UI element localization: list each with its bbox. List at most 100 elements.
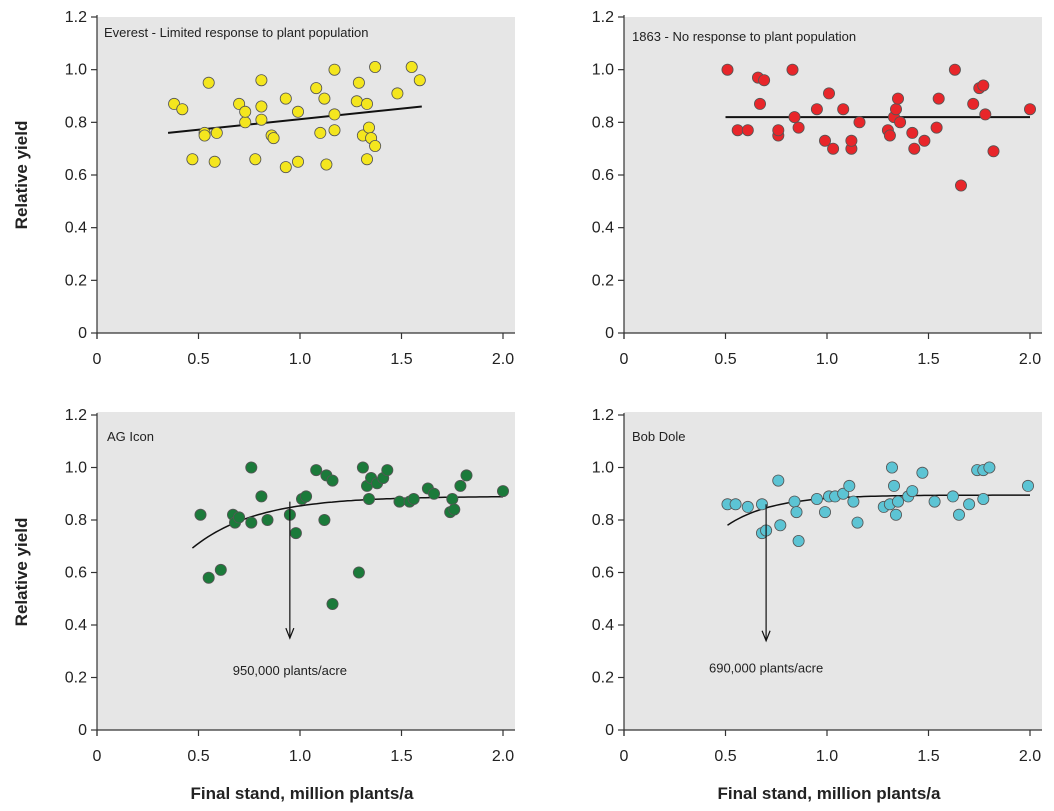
- data-point: [892, 92, 905, 105]
- data-point: [774, 519, 787, 532]
- data-point: [853, 116, 866, 129]
- y-tick-label: 1.0: [592, 460, 614, 477]
- data-point: [245, 461, 258, 474]
- data-point: [847, 495, 860, 508]
- data-point: [890, 103, 903, 116]
- y-tick-label: 0.4: [592, 617, 614, 634]
- data-point: [792, 121, 805, 134]
- data-point: [208, 155, 221, 168]
- y-tick-label: 0.6: [592, 565, 614, 582]
- y-tick-label: 1.0: [65, 62, 87, 79]
- data-point: [454, 479, 467, 492]
- data-point: [255, 113, 268, 126]
- data-point: [326, 474, 339, 487]
- data-point: [310, 464, 323, 477]
- data-point: [255, 74, 268, 87]
- y-tick-label: 0.8: [65, 114, 87, 131]
- x-tick-label: 0: [93, 351, 102, 368]
- data-point: [890, 508, 903, 521]
- data-point: [827, 142, 840, 155]
- panel-1863: 1863 - No response to plant population 0…: [592, 9, 1042, 368]
- data-point: [369, 61, 382, 74]
- y-tick-label: 1.2: [65, 407, 87, 424]
- data-point: [326, 598, 339, 611]
- panel-title: Bob Dole: [632, 429, 685, 444]
- data-point: [1024, 103, 1037, 116]
- data-point: [427, 487, 440, 500]
- data-point: [810, 103, 823, 116]
- data-point: [948, 63, 961, 76]
- data-point: [210, 126, 223, 139]
- axes: 0 0.2 0.4 0.6 0.8 1.0 1.2 0 0.5 1.0 1.5 2.0: [65, 407, 515, 765]
- data-point: [279, 161, 292, 174]
- data-point: [946, 490, 959, 503]
- data-point: [837, 487, 850, 500]
- annotation-label: 690,000 plants/acre: [709, 660, 823, 675]
- y-tick-label: 0.4: [65, 220, 87, 237]
- data-point: [261, 514, 274, 527]
- data-point: [202, 571, 215, 584]
- data-point: [233, 97, 246, 110]
- data-point: [792, 535, 805, 548]
- data-point: [851, 516, 864, 529]
- data-point: [314, 126, 327, 139]
- data-point: [239, 105, 252, 118]
- data-point: [249, 153, 262, 166]
- data-point: [328, 63, 341, 76]
- data-point: [729, 498, 742, 511]
- x-tick-label: 0.5: [714, 748, 736, 765]
- data-point: [786, 63, 799, 76]
- data-point: [460, 469, 473, 482]
- data-point: [741, 124, 754, 137]
- data-point: [788, 111, 801, 124]
- x-tick-label: 1.5: [917, 351, 939, 368]
- data-point: [983, 461, 996, 474]
- x-tick-label: 0.5: [187, 351, 209, 368]
- data-point: [967, 97, 980, 110]
- data-point: [721, 63, 734, 76]
- plot-area-background: [97, 412, 515, 730]
- data-point: [963, 498, 976, 511]
- fit-line-group: [167, 105, 422, 134]
- data-point: [977, 79, 990, 92]
- data-point: [279, 92, 292, 105]
- data-point: [255, 100, 268, 113]
- y-tick-label: 0.8: [592, 114, 614, 131]
- y-axis-label: Relative yield: [12, 518, 31, 627]
- data-point: [350, 95, 363, 108]
- y-tick-label: 0.6: [592, 167, 614, 184]
- data-point: [352, 566, 365, 579]
- y-tick-label: 0: [78, 325, 87, 342]
- x-tick-label: 0.5: [714, 351, 736, 368]
- x-tick-label: 0.5: [187, 748, 209, 765]
- x-axis-label: Final stand, million plants/a: [718, 784, 941, 803]
- data-point: [194, 508, 207, 521]
- x-tick-label: 2.0: [1019, 351, 1041, 368]
- data-point: [928, 495, 941, 508]
- data-point: [932, 92, 945, 105]
- data-point: [908, 142, 921, 155]
- data-point: [245, 516, 258, 529]
- y-tick-label: 1.2: [592, 9, 614, 26]
- data-point: [790, 506, 803, 519]
- data-point: [977, 492, 990, 505]
- data-point: [176, 103, 189, 116]
- data-point: [360, 153, 373, 166]
- x-tick-label: 0: [620, 351, 629, 368]
- y-tick-label: 0.8: [592, 512, 614, 529]
- data-point: [843, 479, 856, 492]
- x-axis-label: Final stand, million plants/a: [191, 784, 414, 803]
- data-point: [845, 134, 858, 147]
- panel-title: Everest - Limited response to plant popu…: [104, 25, 369, 40]
- data-point: [758, 74, 771, 87]
- plot-area-background: [624, 412, 1042, 730]
- data-point: [356, 461, 369, 474]
- data-point: [300, 490, 313, 503]
- data-point: [310, 82, 323, 95]
- y-tick-label: 0.2: [65, 670, 87, 687]
- points-group: [721, 63, 1037, 192]
- data-point: [186, 153, 199, 166]
- data-point: [886, 461, 899, 474]
- x-tick-label: 0: [93, 748, 102, 765]
- y-tick-label: 0.4: [592, 220, 614, 237]
